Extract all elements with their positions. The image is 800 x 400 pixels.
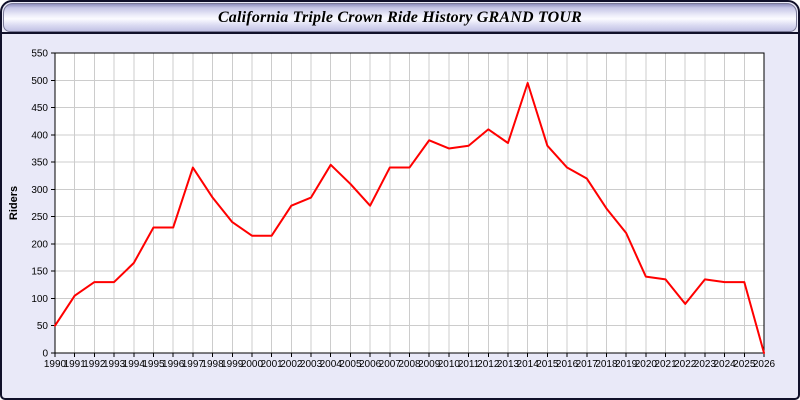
svg-text:0: 0 [42, 349, 48, 360]
svg-text:2021: 2021 [654, 359, 677, 370]
svg-text:2017: 2017 [576, 359, 599, 370]
svg-text:1993: 1993 [103, 359, 126, 370]
svg-text:450: 450 [31, 103, 48, 114]
svg-text:2019: 2019 [615, 359, 638, 370]
svg-text:2024: 2024 [713, 359, 736, 370]
svg-text:2023: 2023 [694, 359, 717, 370]
svg-text:1996: 1996 [162, 359, 185, 370]
svg-text:2018: 2018 [595, 359, 618, 370]
svg-text:50: 50 [37, 321, 49, 332]
svg-text:2009: 2009 [418, 359, 441, 370]
svg-text:1995: 1995 [142, 359, 165, 370]
y-axis-title: Riders [8, 186, 20, 220]
svg-text:2006: 2006 [359, 359, 382, 370]
axes [51, 52, 765, 357]
svg-text:2015: 2015 [536, 359, 559, 370]
svg-text:2002: 2002 [280, 359, 303, 370]
svg-text:400: 400 [31, 130, 48, 141]
titlebar-separator [2, 32, 798, 34]
svg-text:2004: 2004 [320, 359, 343, 370]
svg-text:2003: 2003 [300, 359, 323, 370]
svg-text:2010: 2010 [438, 359, 461, 370]
svg-text:2001: 2001 [261, 359, 284, 370]
svg-text:150: 150 [31, 267, 48, 278]
svg-text:2013: 2013 [497, 359, 520, 370]
svg-text:2025: 2025 [733, 359, 756, 370]
svg-text:2012: 2012 [477, 359, 500, 370]
riders-series-line [54, 82, 765, 354]
svg-text:2020: 2020 [635, 359, 658, 370]
svg-text:1997: 1997 [182, 359, 205, 370]
ride-history-chart: 1990199119921993199419951996199719981999… [8, 49, 776, 371]
svg-text:300: 300 [31, 185, 48, 196]
svg-text:2008: 2008 [398, 359, 421, 370]
gridlines [55, 53, 764, 353]
svg-text:200: 200 [31, 239, 48, 250]
y-axis-labels: 0 50 100 150 200 250 300 350 400 450 500 550 [31, 49, 48, 360]
svg-text:350: 350 [31, 158, 48, 169]
svg-text:1999: 1999 [221, 359, 244, 370]
svg-text:1994: 1994 [123, 359, 146, 370]
svg-text:2016: 2016 [556, 359, 579, 370]
chart-title: California Triple Crown Ride History GRA… [217, 8, 583, 26]
svg-text:2005: 2005 [339, 359, 362, 370]
svg-text:2014: 2014 [517, 359, 540, 370]
svg-text:100: 100 [31, 294, 48, 305]
svg-text:1998: 1998 [201, 359, 224, 370]
svg-text:2007: 2007 [379, 359, 402, 370]
svg-text:1992: 1992 [83, 359, 106, 370]
svg-text:2022: 2022 [674, 359, 697, 370]
svg-text:2026: 2026 [753, 359, 776, 370]
svg-text:550: 550 [31, 49, 48, 60]
svg-text:1991: 1991 [64, 359, 87, 370]
svg-text:2011: 2011 [458, 359, 480, 370]
svg-text:2000: 2000 [241, 359, 264, 370]
svg-text:250: 250 [31, 212, 48, 223]
svg-text:500: 500 [31, 76, 48, 87]
title-bar: California Triple Crown Ride History GRA… [3, 3, 797, 32]
x-axis-labels: 1990199119921993199419951996199719981999… [44, 359, 776, 370]
svg-text:1990: 1990 [44, 359, 67, 370]
